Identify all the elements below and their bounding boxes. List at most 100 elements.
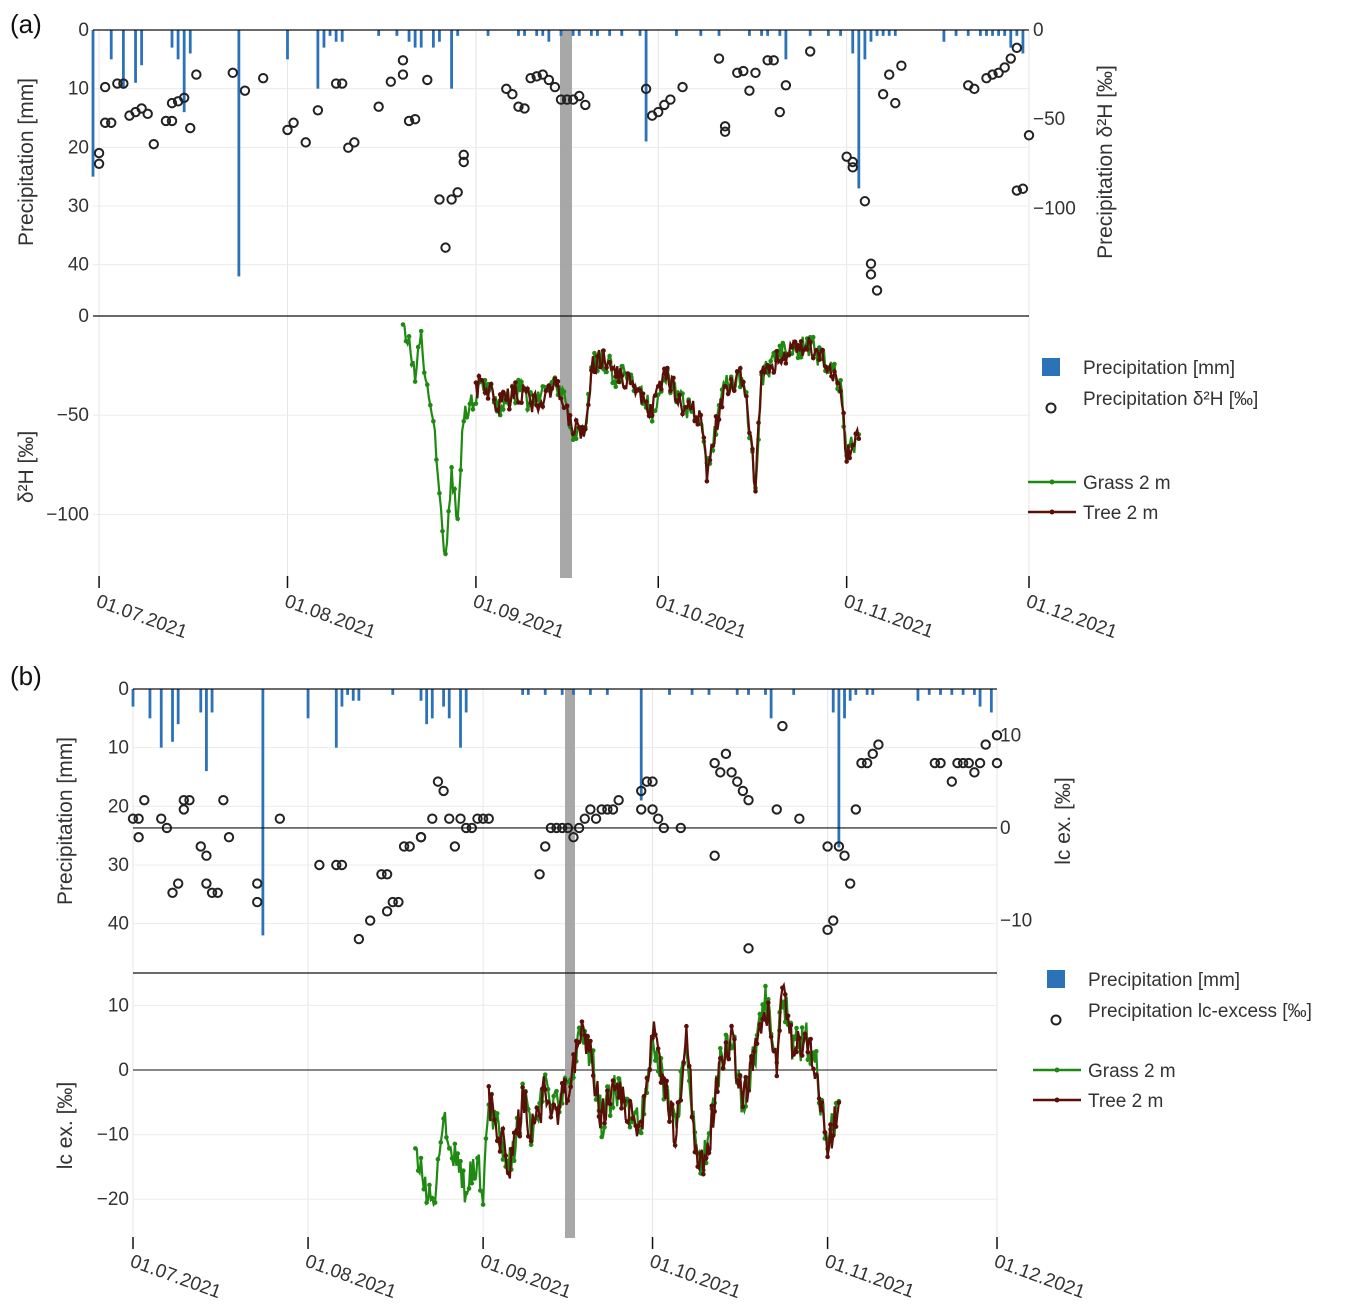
grass-2m-point	[475, 1155, 480, 1161]
tree-2m-point	[520, 1085, 525, 1090]
tree-2m-point	[497, 392, 503, 397]
tree-2m-point	[531, 1120, 537, 1125]
precipitation-bar	[176, 689, 180, 725]
y-left-tick-label: 20	[108, 796, 129, 817]
precipitation-value-marker	[501, 83, 512, 95]
precipitation-value-marker	[865, 258, 877, 269]
precipitation-value-marker	[861, 757, 873, 769]
precipitation-bar	[261, 689, 265, 936]
tree-2m-point	[668, 388, 673, 394]
tree-2m-point	[757, 1021, 763, 1027]
precipitation-value-marker	[312, 105, 324, 116]
tree-2m-point	[782, 992, 788, 997]
precipitation-value-marker	[472, 813, 483, 824]
precipitation-value-marker	[543, 74, 555, 86]
tree-2m-line	[474, 336, 860, 492]
tree-2m-point	[783, 361, 789, 366]
grass-2m-point	[649, 419, 655, 424]
tree-2m-point	[816, 1096, 822, 1101]
precipitation-value-marker	[946, 776, 958, 787]
tree-2m-point	[737, 365, 743, 371]
grass-2m-point	[832, 361, 837, 367]
tree-2m-point	[607, 1101, 613, 1107]
precipitation-value-marker	[449, 841, 461, 852]
grass-2m-point	[455, 516, 460, 522]
grass-2m-point	[573, 436, 579, 442]
precipitation-bar	[334, 30, 338, 42]
precipitation-bar	[690, 689, 694, 695]
tree-2m-point	[625, 371, 631, 376]
tree-2m-point	[810, 355, 816, 361]
precipitation-bar	[766, 30, 770, 36]
panel-a-precipitation-bars	[91, 30, 1025, 277]
grass-2m-point	[483, 1136, 489, 1141]
precipitation-value-marker	[726, 767, 737, 778]
tree-2m-point	[631, 383, 637, 389]
y-bottom-axis-title: lc ex. [‰]	[54, 1082, 77, 1170]
grass-2m-point	[616, 1076, 621, 1081]
tree-2m-point	[712, 1109, 717, 1114]
precipitation-bar	[559, 30, 563, 36]
precipitation-bar	[237, 30, 241, 277]
precipitation-bar	[316, 30, 320, 89]
precipitation-bar	[346, 689, 349, 695]
tree-2m-point	[531, 393, 536, 398]
precipitation-bar	[357, 689, 361, 701]
tree-2m-point	[507, 406, 512, 412]
grass-2m-point	[424, 1200, 429, 1205]
tree-2m-point	[500, 1126, 506, 1132]
precipitation-value-marker	[865, 269, 877, 280]
precipitation-value-marker	[93, 158, 105, 169]
tree-2m-point	[723, 1040, 729, 1045]
tree-2m-point	[624, 1119, 630, 1124]
y-bottom-tick-label: −20	[97, 1189, 129, 1210]
precipitation-value-marker	[458, 156, 469, 168]
precipitation-value-marker	[771, 804, 782, 815]
tree-2m-line	[487, 981, 840, 1179]
precipitation-bar	[747, 689, 750, 695]
grass-2m-point	[443, 551, 448, 557]
tree-2m-point	[822, 1129, 828, 1135]
precipitation-value-marker	[677, 81, 688, 93]
grass-2m-point	[400, 322, 406, 327]
tree-2m-point	[756, 420, 761, 426]
tree-2m-point	[545, 1099, 551, 1105]
precipitation-value-marker	[647, 776, 658, 787]
precipitation-value-marker	[519, 103, 530, 114]
precipitation-value-marker	[191, 69, 202, 80]
precipitation-bar	[764, 689, 767, 695]
precipitation-bar	[134, 30, 137, 83]
precipitation-bar	[605, 689, 609, 695]
precipitation-value-marker	[774, 106, 786, 118]
grass-2m-point	[418, 1155, 424, 1161]
tree-2m-point	[672, 1143, 678, 1148]
precipitation-bar	[131, 689, 135, 707]
tree-2m-point	[551, 1102, 557, 1107]
tree-2m-point	[828, 1122, 833, 1127]
tree-2m-point	[707, 457, 713, 463]
precipitation-bar	[91, 30, 95, 177]
precipitation-bar	[827, 30, 830, 36]
precipitation-value-marker	[458, 149, 469, 161]
x-tick-label: 01.07.2021	[127, 1251, 224, 1303]
precipitation-value-marker	[415, 832, 427, 843]
tree-2m-point	[795, 342, 801, 348]
grass-2m-point	[461, 419, 467, 424]
grass-2m-point	[455, 1151, 461, 1156]
grass-2m-point	[805, 1057, 811, 1063]
tree-2m-point	[485, 396, 491, 401]
tree-2m-point	[669, 1102, 675, 1107]
precipitation-bar	[989, 689, 993, 713]
tree-2m-point	[509, 1146, 514, 1152]
tree-2m-point	[601, 348, 606, 353]
precipitation-value-marker	[178, 794, 190, 806]
grass-2m-point	[431, 418, 436, 424]
precipitation-bar	[608, 30, 612, 36]
tree-2m-point	[710, 443, 716, 448]
precipitation-bar	[425, 689, 429, 725]
precipitation-bar	[863, 30, 867, 60]
grass-2m-point	[464, 415, 470, 420]
y-right-tick-label: 0	[1000, 818, 1011, 839]
grass-2m-point	[472, 1176, 477, 1181]
tree-2m-point	[598, 364, 603, 370]
